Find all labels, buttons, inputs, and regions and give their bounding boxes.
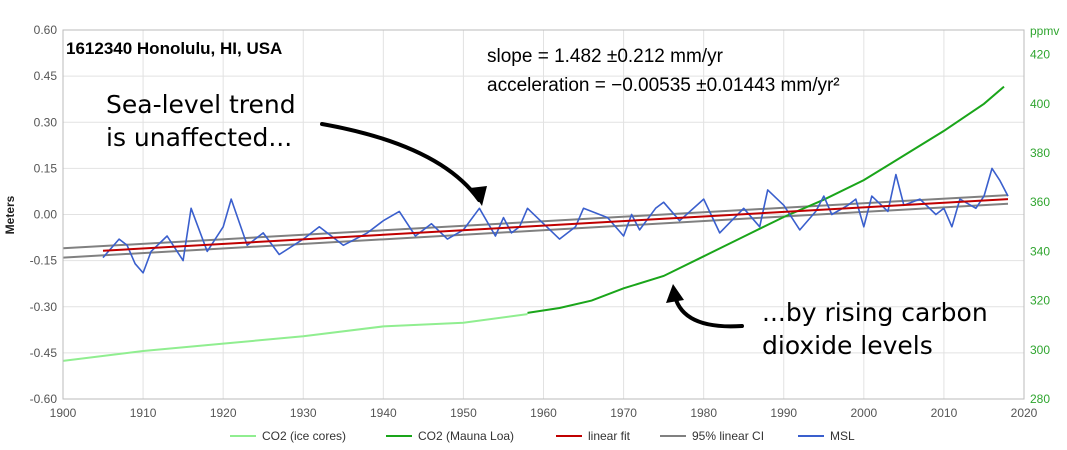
annotation-1-line-2: is unaffected... xyxy=(106,123,292,152)
y2-tick-label: 340 xyxy=(1030,244,1050,258)
annotation-1-line-1: Sea-level trend xyxy=(106,90,296,119)
legend-label: 95% linear CI xyxy=(692,429,764,443)
y2-tick-label: 300 xyxy=(1030,343,1050,357)
y-tick-label: -0.45 xyxy=(30,346,58,360)
legend-label: MSL xyxy=(830,429,855,443)
legend: CO2 (ice cores) CO2 (Mauna Loa) linear fit… xyxy=(230,429,855,443)
co2-series xyxy=(62,85,1005,362)
x-tick-label: 1960 xyxy=(530,406,557,420)
legend-label: linear fit xyxy=(588,429,631,443)
y-tick-label: 0.60 xyxy=(34,23,58,37)
msl-line xyxy=(102,167,1009,274)
co2-ice-core-line xyxy=(62,313,528,362)
acceleration-stat: acceleration = −0.00535 ±0.01443 mm/yr² xyxy=(487,75,840,96)
y-tick-label: -0.60 xyxy=(30,392,58,406)
x-tick-label: 2000 xyxy=(850,406,877,420)
legend-item: MSL xyxy=(798,429,855,443)
legend-item: CO2 (ice cores) xyxy=(230,429,346,443)
linear-fit-series xyxy=(102,198,1009,252)
plot-frame xyxy=(62,29,1025,400)
annotation-arrow-1 xyxy=(320,122,487,206)
x-tick-label: 1980 xyxy=(690,406,717,420)
y-tick-label: -0.15 xyxy=(30,254,58,268)
y-axis-label: Meters xyxy=(3,195,17,234)
x-tick-label: 1930 xyxy=(290,406,317,420)
legend-label: CO2 (Mauna Loa) xyxy=(418,429,514,443)
ci-lower-line xyxy=(62,202,1009,259)
x-tick-label: 1910 xyxy=(130,406,157,420)
x-tick-label: 1940 xyxy=(370,406,397,420)
legend-label: CO2 (ice cores) xyxy=(262,429,346,443)
ci-upper-line xyxy=(62,194,1009,250)
annotation-arrow-2 xyxy=(666,284,744,329)
arrowhead-icon xyxy=(666,284,684,303)
y-tick-label: 0.15 xyxy=(34,161,58,175)
x-tick-label: 2020 xyxy=(1011,406,1038,420)
x-tick-label: 1990 xyxy=(770,406,797,420)
y2-axis-label: ppmv xyxy=(1030,24,1059,38)
x-tick-label: 1920 xyxy=(210,406,237,420)
y-tick-label: 0.30 xyxy=(34,115,58,129)
axes: 0.60 0.45 0.30 0.15 0.00 -0.15 -0.30 -0.45 -0.60… xyxy=(30,23,1051,420)
co2-mauna-loa-line xyxy=(527,85,1005,314)
annotation-2-line-1: ...by rising carbon xyxy=(762,298,988,327)
y2-tick-label: 380 xyxy=(1030,146,1050,160)
x-tick-label: 1970 xyxy=(610,406,637,420)
arrowhead-icon xyxy=(470,186,487,206)
legend-item: linear fit xyxy=(556,429,631,443)
msl-series xyxy=(102,167,1009,274)
legend-item: 95% linear CI xyxy=(660,429,764,443)
annotation-2-line-2: dioxide levels xyxy=(762,331,933,360)
y2-tick-label: 280 xyxy=(1030,392,1050,406)
y-tick-label: -0.30 xyxy=(30,300,58,314)
x-tick-label: 1950 xyxy=(450,406,477,420)
legend-item: CO2 (Mauna Loa) xyxy=(386,429,514,443)
linear-fit-line xyxy=(102,198,1009,252)
y2-tick-label: 400 xyxy=(1030,97,1050,111)
y-tick-label: 0.45 xyxy=(34,69,58,83)
y-tick-label: 0.00 xyxy=(34,208,58,222)
y2-tick-label: 420 xyxy=(1030,48,1050,62)
slope-stat: slope = 1.482 ±0.212 mm/yr xyxy=(487,46,724,67)
x-tick-label: 1900 xyxy=(50,406,77,420)
y2-tick-label: 360 xyxy=(1030,195,1050,209)
y2-tick-label: 320 xyxy=(1030,294,1050,308)
x-tick-label: 2010 xyxy=(931,406,958,420)
chart-title: 1612340 Honolulu, HI, USA xyxy=(66,39,282,58)
